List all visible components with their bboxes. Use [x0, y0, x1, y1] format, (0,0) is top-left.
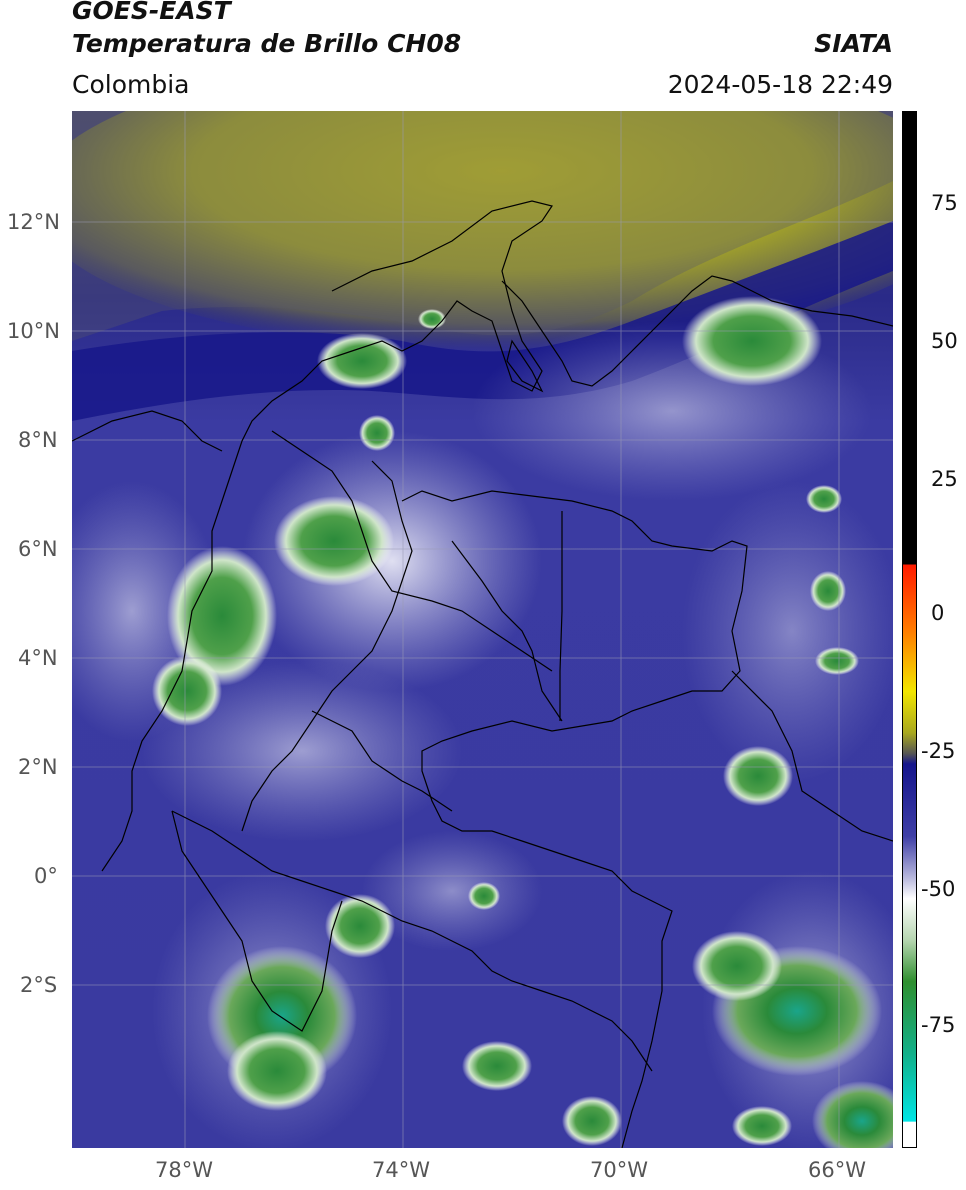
- title-line1: GOES-EAST: [72, 0, 231, 25]
- internal-line-5: [559, 511, 563, 721]
- borders: [72, 200, 893, 1148]
- lon-label-70w: 70°W: [590, 1158, 648, 1182]
- caribbean-pacific-coast: [101, 200, 553, 872]
- east-border: [401, 490, 748, 1148]
- region-label: Colombia: [72, 70, 190, 99]
- colorbar: [902, 111, 917, 1148]
- light-cloud-4: [682, 481, 893, 781]
- brazil-line: [731, 670, 893, 842]
- lat-label-10n: 10°N: [7, 319, 60, 343]
- lat-label-4n: 4°N: [18, 646, 58, 670]
- brand-label: SIATA: [814, 29, 893, 58]
- convective-cell-11: [325, 894, 395, 958]
- colorbar-tick-75: 75: [931, 191, 958, 215]
- lat-label-2s: 2°S: [20, 973, 58, 997]
- colorbar-tick-neg75: -75: [921, 1013, 956, 1037]
- lon-label-74w: 74°W: [372, 1158, 430, 1182]
- internal-line-4: [311, 710, 453, 812]
- convective-cell-18: [462, 1041, 532, 1091]
- light-cloud-1: [242, 431, 542, 691]
- lat-label-6n: 6°N: [18, 537, 58, 561]
- light-cloud-8: [362, 831, 542, 951]
- convective-cell-8: [810, 571, 846, 611]
- title-line2: Temperatura de Brillo CH08: [72, 29, 462, 58]
- convective-cell-16: [812, 1081, 893, 1148]
- lon-label-66w: 66°W: [808, 1158, 866, 1182]
- convective-cell-19: [732, 1106, 792, 1146]
- convective-cell-2: [317, 333, 407, 389]
- internal-line-2: [271, 430, 553, 672]
- venezuela-coast: [501, 275, 893, 387]
- convective-cell-17: [562, 1096, 622, 1146]
- convective-cell-10: [806, 485, 842, 513]
- convective-cell-7: [723, 746, 793, 806]
- internal-line-1: [241, 460, 413, 832]
- lake-maracaibo: [506, 339, 544, 393]
- lon-label-78w: 78°W: [155, 1158, 213, 1182]
- lat-label-2n: 2°N: [18, 755, 58, 779]
- graticule: [72, 111, 893, 1148]
- lat-label-0: 0°: [34, 864, 58, 888]
- convective-cell-4: [274, 496, 394, 586]
- colorbar-tick-50: 50: [931, 329, 958, 353]
- dry-air-region: [72, 111, 893, 351]
- south-border: [171, 810, 653, 1072]
- navy-band: [72, 221, 893, 421]
- convective-cell-3: [359, 415, 395, 451]
- gray-transition: [72, 111, 893, 341]
- convective-cell-5: [167, 546, 277, 686]
- convective-cell-21: [418, 309, 446, 329]
- satellite-map: [72, 111, 893, 1148]
- internal-line-3: [451, 540, 563, 722]
- colorbar-canvas: [903, 112, 916, 1147]
- colorbar-tick-neg25: -25: [921, 739, 956, 763]
- colorbar-tick-neg50: -50: [921, 877, 956, 901]
- map-canvas: [72, 111, 893, 1148]
- colorbar-tick-25: 25: [931, 467, 958, 491]
- convective-cell-9: [815, 647, 859, 675]
- convective-cell-15: [692, 931, 782, 1001]
- colorbar-tick-0: 0: [931, 601, 945, 625]
- light-cloud-2: [142, 661, 462, 841]
- lat-label-8n: 8°N: [18, 428, 58, 452]
- convective-cell-6: [152, 656, 222, 726]
- colorbar-fill: [903, 112, 916, 1147]
- convective-cell-20: [468, 882, 500, 910]
- lat-label-12n: 12°N: [7, 210, 60, 234]
- panama-coast: [72, 410, 223, 452]
- timestamp-label: 2024-05-18 22:49: [667, 70, 893, 99]
- convective-cell-1: [682, 296, 822, 386]
- convective-cell-13: [227, 1031, 327, 1111]
- ecuador-border: [171, 810, 343, 1032]
